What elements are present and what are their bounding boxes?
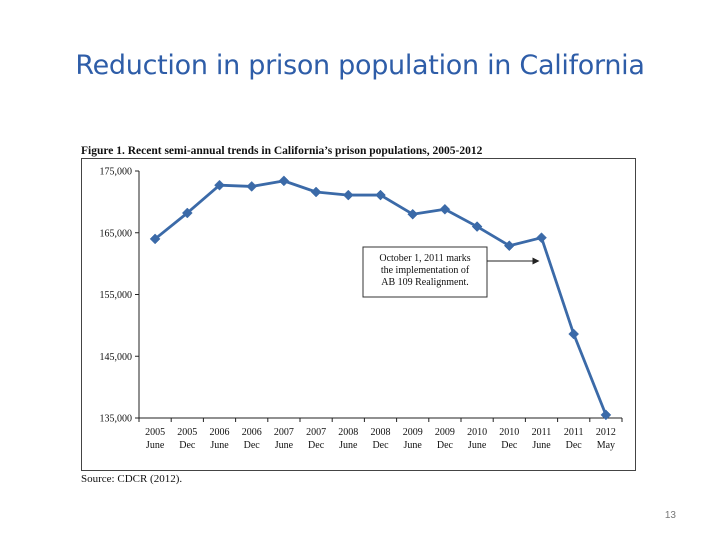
x-tick-label-period: Dec xyxy=(437,440,454,451)
x-tick-label-year: 2012 xyxy=(596,427,616,438)
page-number: 13 xyxy=(664,510,676,521)
x-tick-label-period: Dec xyxy=(179,440,196,451)
x-tick-label-period: June xyxy=(468,440,487,451)
data-point xyxy=(568,328,580,340)
figure-source: Source: CDCR (2012). xyxy=(81,473,183,485)
x-tick-label-year: 2009 xyxy=(435,427,455,438)
data-point xyxy=(471,221,483,232)
x-tick-label-year: 2008 xyxy=(338,427,358,438)
x-tick-label-year: 2006 xyxy=(210,427,230,438)
y-tick-label: 175,000 xyxy=(100,167,133,178)
x-tick-label-year: 2011 xyxy=(564,427,584,438)
data-point xyxy=(600,409,612,421)
x-tick-label-year: 2010 xyxy=(467,427,487,438)
data-point xyxy=(536,232,547,244)
x-tick-label-year: 2009 xyxy=(403,427,423,438)
figure-caption: Figure 1. Recent semi-annual trends in C… xyxy=(81,145,483,157)
x-tick-label-period: Dec xyxy=(372,440,389,451)
data-point xyxy=(278,175,290,187)
annotation-arrow-head xyxy=(532,257,540,265)
x-tick-label-year: 2006 xyxy=(242,427,262,438)
x-tick-label-year: 2010 xyxy=(499,427,519,438)
y-tick-label: 135,000 xyxy=(100,414,133,425)
data-point xyxy=(246,181,258,192)
annotation-text-line: October 1, 2011 marks xyxy=(379,253,470,264)
data-point xyxy=(342,189,354,201)
x-tick-label-year: 2007 xyxy=(306,427,326,438)
y-tick-label: 165,000 xyxy=(100,228,133,239)
data-point xyxy=(439,203,451,215)
x-tick-label-period: Dec xyxy=(566,440,583,451)
x-tick-label-period: Dec xyxy=(244,440,261,451)
x-tick-label-period: June xyxy=(532,440,551,451)
data-point xyxy=(375,189,386,201)
data-point xyxy=(214,179,225,191)
x-tick-label-period: June xyxy=(275,440,294,451)
x-tick-label-period: May xyxy=(597,440,615,451)
x-tick-label-year: 2011 xyxy=(532,427,552,438)
x-tick-label-period: June xyxy=(210,440,229,451)
x-tick-label-year: 2005 xyxy=(177,427,197,438)
data-point xyxy=(181,207,193,219)
data-point xyxy=(407,208,419,220)
y-tick-label: 155,000 xyxy=(100,290,133,301)
annotation-text-line: AB 109 Realignment. xyxy=(381,277,469,288)
x-tick-label-year: 2005 xyxy=(145,427,165,438)
x-tick-label-period: Dec xyxy=(308,440,325,451)
slide-title: Reduction in prison population in Califo… xyxy=(75,50,645,81)
x-tick-label-period: Dec xyxy=(501,440,518,451)
x-tick-label-year: 2008 xyxy=(371,427,391,438)
data-point xyxy=(149,233,161,245)
line-chart: 175,000 165,000 155,000 145,000 135,000 2005 J… xyxy=(100,167,623,451)
y-tick-label: 145,000 xyxy=(100,352,133,363)
series-line xyxy=(154,179,608,416)
x-tick-label-period: June xyxy=(404,440,423,451)
x-tick-label-period: June xyxy=(146,440,165,451)
annotation-box xyxy=(362,246,488,298)
annotation-text-line: the implementation of xyxy=(381,265,470,276)
data-point xyxy=(310,186,322,198)
x-tick-label-period: June xyxy=(339,440,358,451)
x-tick-label-year: 2007 xyxy=(274,427,294,438)
data-point xyxy=(503,240,515,252)
chart-frame: 175,000 165,000 155,000 145,000 135,000 2005 J… xyxy=(81,158,636,471)
